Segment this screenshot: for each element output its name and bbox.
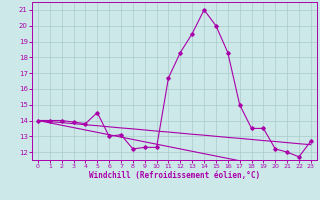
X-axis label: Windchill (Refroidissement éolien,°C): Windchill (Refroidissement éolien,°C) xyxy=(89,171,260,180)
